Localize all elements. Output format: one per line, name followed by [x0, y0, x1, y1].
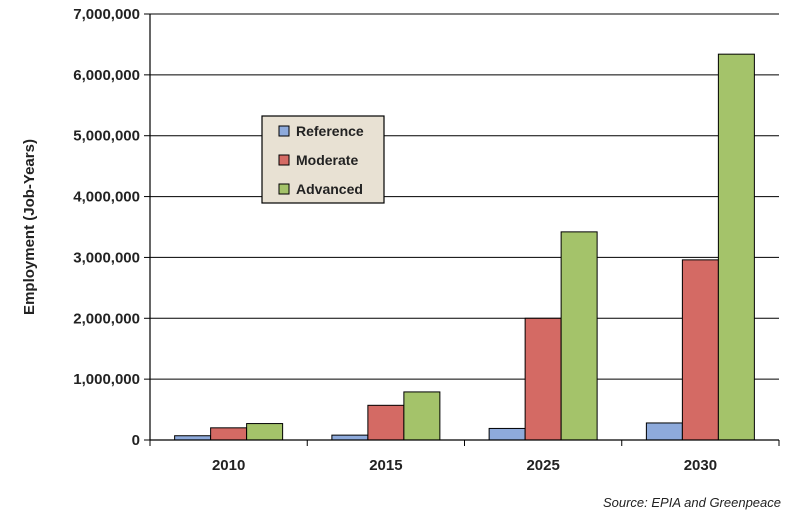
y-axis-ticks: 0 1,000,000 2,000,000 3,000,000 4,000,000 5,0…: [73, 6, 150, 449]
plot-area: [150, 14, 779, 440]
source-note: Source: EPIA and Greenpeace: [603, 495, 781, 510]
y-tick-label: 1,000,000: [73, 371, 140, 388]
y-tick-label: 6,000,000: [73, 67, 140, 84]
bar-reference-2010: [174, 435, 212, 441]
legend-swatch-moderate: [278, 154, 290, 166]
y-tick-label: 7,000,000: [73, 6, 140, 23]
bar-reference-2025: [488, 427, 526, 441]
legend-label-moderate: Moderate: [296, 152, 358, 168]
y-tick-label: 0: [132, 432, 140, 449]
y-axis-title: Employment (Job-Years): [21, 139, 38, 315]
bar-moderate-2030: [681, 259, 719, 441]
bar-advanced-2025: [560, 231, 598, 441]
y-tick-label: 4,000,000: [73, 189, 140, 206]
bar-reference-2030: [645, 422, 683, 441]
x-tick-label: 2030: [684, 457, 717, 474]
legend-label-reference: Reference: [296, 123, 364, 139]
legend-swatch-advanced: [278, 183, 290, 195]
bar-advanced-2015: [403, 391, 441, 441]
y-tick-label: 2,000,000: [73, 310, 140, 327]
bars: [174, 53, 755, 441]
x-tick-label: 2015: [369, 457, 402, 474]
legend-swatch-reference: [278, 125, 290, 137]
y-tick-label: 5,000,000: [73, 128, 140, 145]
x-tick-label: 2025: [526, 457, 559, 474]
bar-moderate-2010: [210, 427, 248, 441]
x-tick-label: 2010: [212, 457, 245, 474]
bar-reference-2015: [331, 434, 369, 441]
bar-moderate-2025: [524, 317, 562, 441]
y-tick-label: 3,000,000: [73, 249, 140, 266]
legend: Reference Moderate Advanced: [261, 115, 385, 204]
legend-label-advanced: Advanced: [296, 181, 363, 197]
bar-advanced-2010: [246, 423, 284, 441]
bar-advanced-2030: [717, 53, 755, 441]
bar-moderate-2015: [367, 404, 405, 441]
gridlines: [150, 13, 779, 380]
x-axis-ticks: 2010 2015 2025 2030: [149, 440, 780, 474]
